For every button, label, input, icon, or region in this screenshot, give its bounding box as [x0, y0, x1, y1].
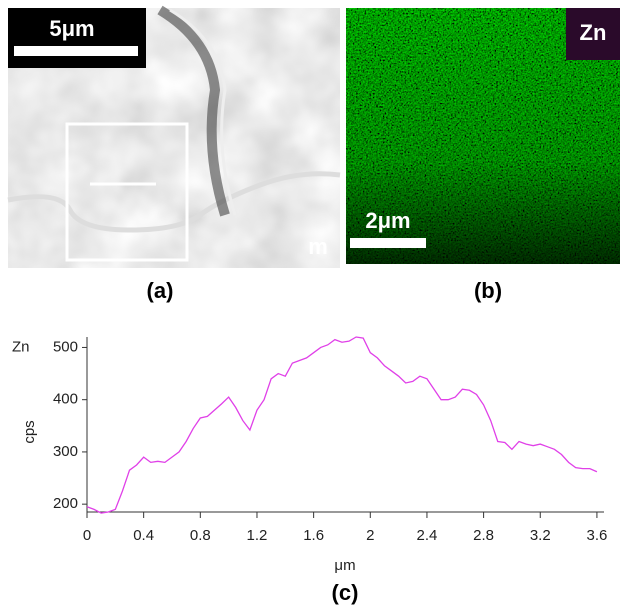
caption-b: (b)	[474, 278, 502, 303]
x-tick-label: 0	[83, 527, 91, 544]
caption-a: (a)	[147, 278, 174, 303]
element-label: Zn	[580, 20, 607, 45]
corner-label: m	[308, 234, 328, 259]
scale-bar	[350, 238, 426, 248]
y-axis-label: cps	[21, 420, 38, 443]
y-tick-label: 500	[53, 338, 78, 355]
x-axis-label: μm	[334, 557, 355, 574]
scale-text: 5μm	[49, 16, 94, 41]
series-label: Zn	[12, 338, 30, 355]
x-tick-label: 1.2	[247, 527, 268, 544]
y-tick-label: 300	[53, 443, 78, 460]
x-tick-label: 2.8	[473, 527, 494, 544]
scale-text: 2μm	[365, 208, 410, 233]
panel-a: 5μm m	[8, 8, 340, 268]
figure: 5μm m (a) Zn 2μm (b) 20030040050000.40.8…	[0, 0, 628, 608]
line-chart: 200 300 400 500 0 0.4 0.8 1.2 1.6 2 2.4 2.8 3.2 3.6 Zn	[12, 337, 607, 544]
scale-bar	[14, 46, 138, 56]
y-tick-label: 400	[53, 391, 78, 408]
x-tick-label: 0.8	[190, 527, 211, 544]
x-tick-label: 1.6	[303, 527, 324, 544]
x-tick-label: 0.4	[133, 527, 154, 544]
panel-b: Zn 2μm	[346, 8, 620, 264]
y-tick-label: 200	[53, 495, 78, 512]
x-tick-label: 2	[366, 527, 374, 544]
x-tick-label: 3.6	[586, 527, 607, 544]
caption-c: (c)	[332, 580, 359, 605]
x-tick-label: 3.2	[530, 527, 551, 544]
x-tick-label: 2.4	[417, 527, 438, 544]
data-line	[87, 337, 597, 513]
